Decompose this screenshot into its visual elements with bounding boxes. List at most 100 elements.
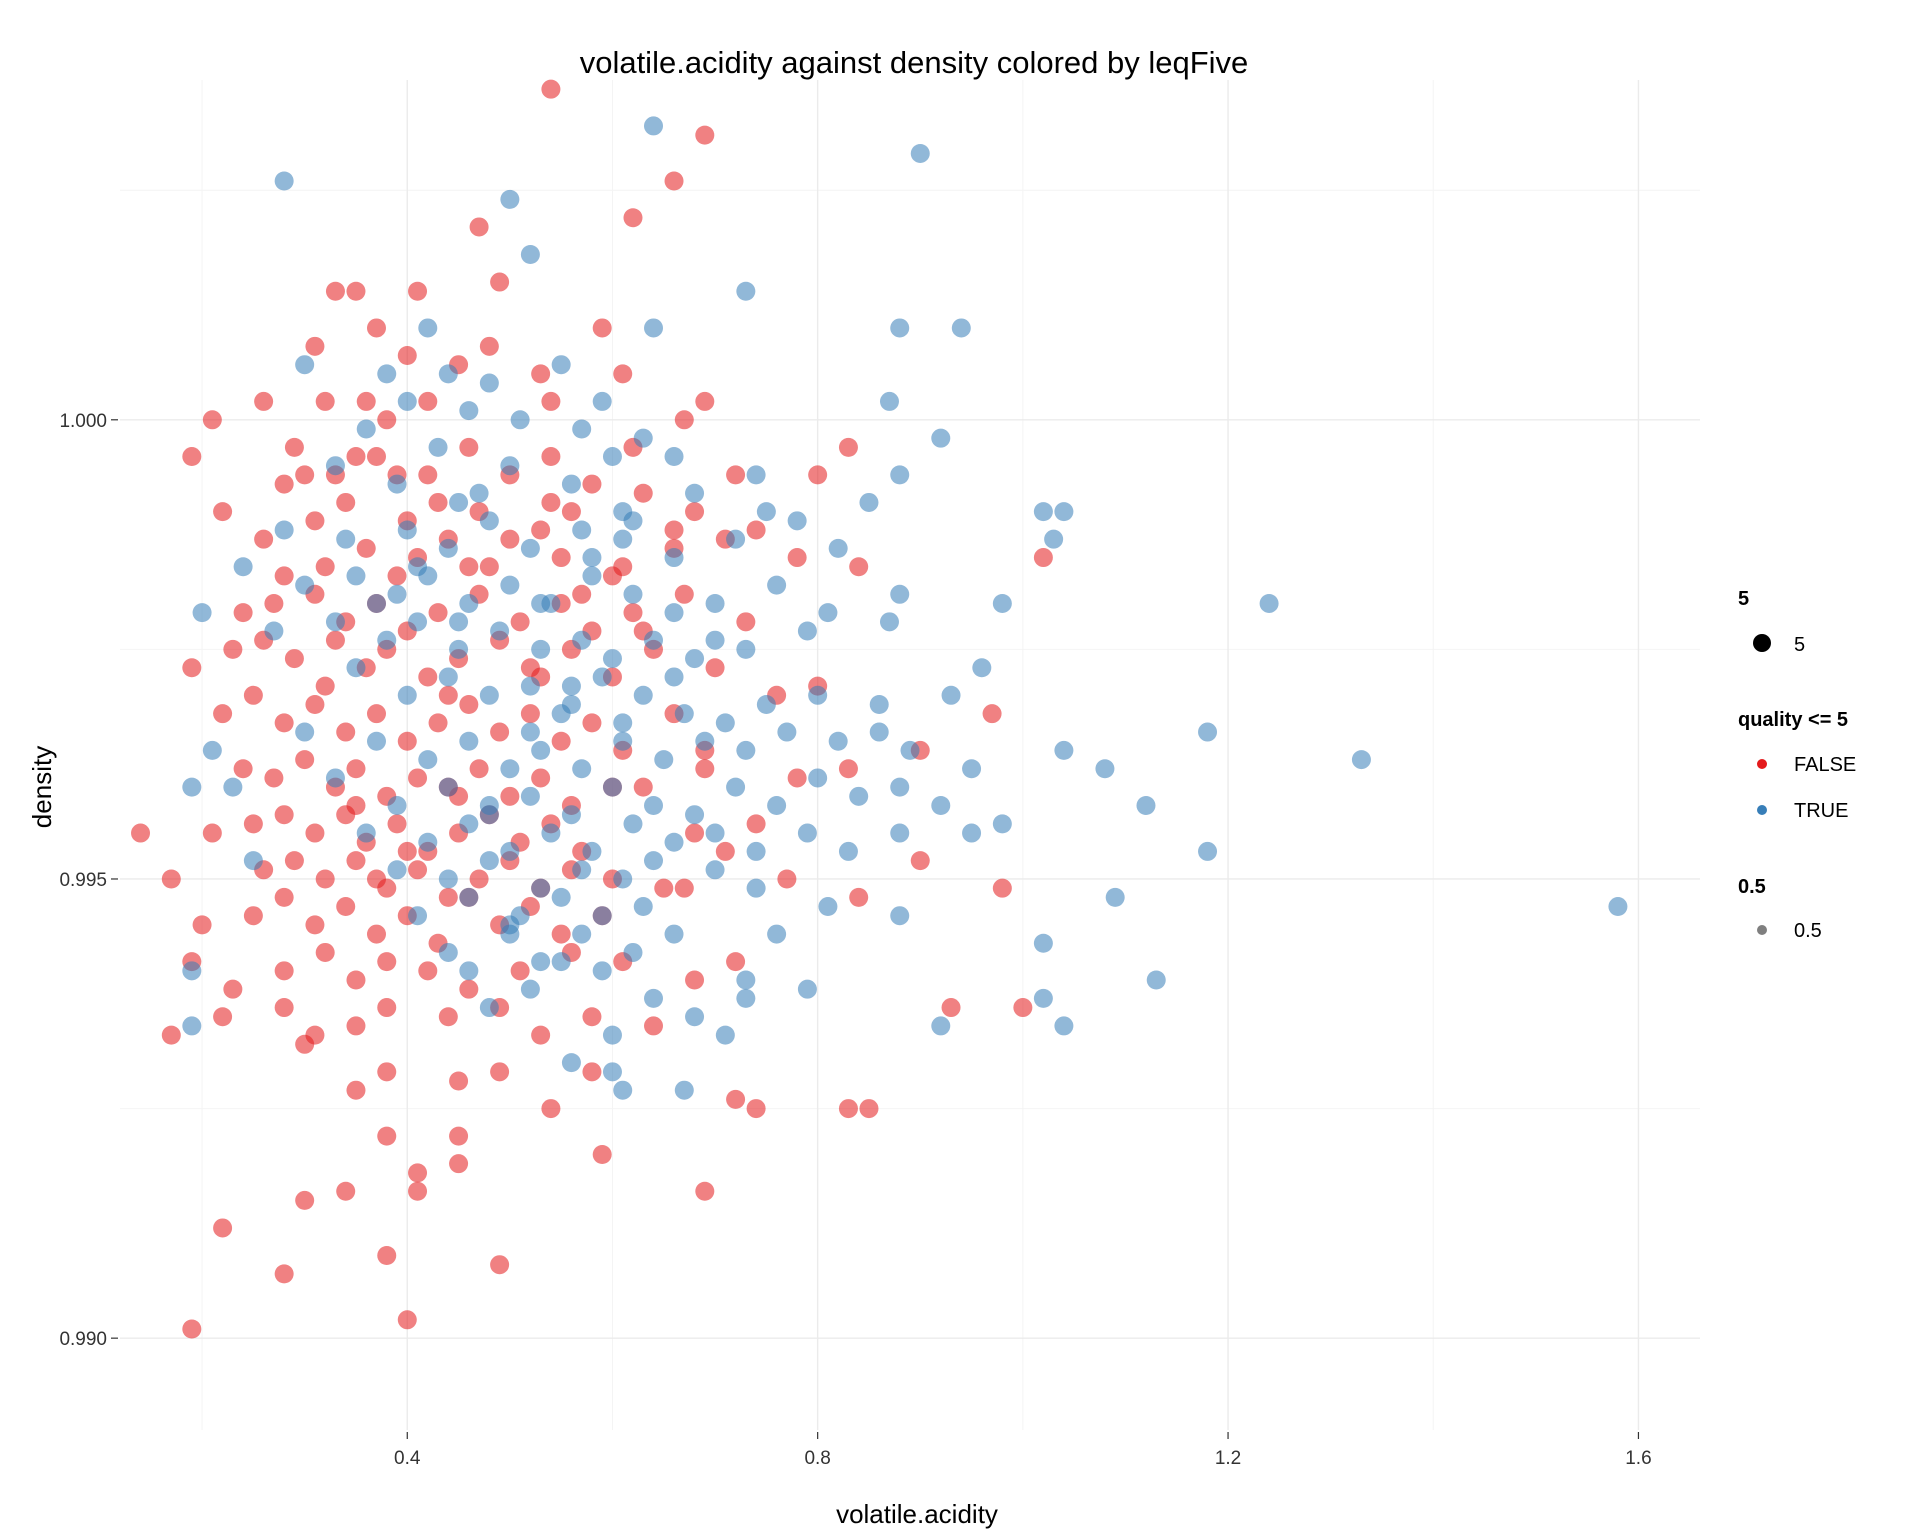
data-point [449, 1071, 469, 1091]
data-point [756, 502, 776, 522]
data-point [264, 621, 284, 641]
data-point [531, 593, 551, 613]
data-point [613, 1080, 633, 1100]
data-point [274, 998, 294, 1018]
data-point [459, 401, 479, 421]
data-point [931, 796, 951, 816]
data-point [715, 1025, 735, 1045]
data-point [808, 768, 828, 788]
data-point [838, 759, 858, 779]
data-point [623, 584, 643, 604]
legend-alpha-label: 0.5 [1794, 920, 1822, 942]
data-point [325, 768, 345, 788]
data-point [715, 841, 735, 861]
data-point [582, 841, 602, 861]
data-point [377, 952, 397, 972]
data-point [346, 970, 366, 990]
data-point [685, 1007, 705, 1027]
data-point [541, 391, 561, 411]
data-point [202, 410, 222, 430]
data-point [366, 318, 386, 338]
data-point [644, 851, 664, 871]
data-point [490, 272, 510, 292]
data-point [366, 869, 386, 889]
data-point [500, 456, 520, 476]
data-point [633, 897, 653, 917]
data-point [366, 593, 386, 613]
data-point [397, 520, 417, 540]
data-point [551, 704, 571, 724]
data-point [726, 465, 746, 485]
data-point [756, 694, 776, 714]
data-point [644, 1016, 664, 1036]
data-point [520, 722, 540, 742]
data-point [941, 998, 961, 1018]
data-point [1198, 841, 1218, 861]
data-point [274, 713, 294, 733]
data-point [161, 869, 181, 889]
data-point [377, 630, 397, 650]
data-point [520, 704, 540, 724]
legend-true-label: TRUE [1794, 800, 1848, 822]
data-point [551, 952, 571, 972]
data-point [674, 1080, 694, 1100]
data-point [469, 759, 489, 779]
data-point [531, 520, 551, 540]
data-point [479, 851, 499, 871]
data-point [315, 676, 335, 696]
data-point [346, 447, 366, 467]
data-point [295, 750, 315, 770]
data-point [274, 520, 294, 540]
data-point [397, 346, 417, 366]
data-point [787, 548, 807, 568]
data-point [295, 1190, 315, 1210]
data-point [377, 410, 397, 430]
legend-color-title: quality <= 5 [1738, 709, 1848, 731]
data-point [879, 391, 899, 411]
data-point [346, 281, 366, 301]
data-point [992, 814, 1012, 834]
data-point [705, 860, 725, 880]
data-point [346, 1016, 366, 1036]
data-point [633, 483, 653, 503]
data-point [397, 731, 417, 751]
y-tick-label: 0.990 [59, 1329, 107, 1350]
y-axis-title: density [27, 746, 57, 828]
data-point [438, 538, 458, 558]
data-point [818, 603, 838, 623]
data-point [992, 878, 1012, 898]
data-point [459, 887, 479, 907]
data-point [1033, 502, 1053, 522]
data-point [213, 1218, 233, 1238]
data-point [449, 639, 469, 659]
data-point [315, 942, 335, 962]
data-point [397, 1310, 417, 1330]
data-point [377, 364, 397, 384]
data-point [418, 750, 438, 770]
data-point [479, 796, 499, 816]
data-point [797, 979, 817, 999]
data-point [531, 952, 551, 972]
data-point [767, 796, 787, 816]
data-point [438, 777, 458, 797]
data-point [449, 1154, 469, 1174]
data-point [602, 777, 622, 797]
data-point [797, 621, 817, 641]
data-point [890, 465, 910, 485]
data-point [531, 878, 551, 898]
data-point [541, 79, 561, 99]
x-tick-label: 1.6 [1625, 1448, 1651, 1469]
data-point [572, 924, 592, 944]
data-point [613, 557, 633, 577]
data-point [726, 529, 746, 549]
data-point [572, 584, 592, 604]
data-point [664, 924, 684, 944]
data-point [377, 1126, 397, 1146]
data-point [254, 391, 274, 411]
data-point [582, 1062, 602, 1082]
data-point [469, 217, 489, 237]
data-point [254, 529, 274, 549]
data-point [572, 759, 592, 779]
data-point [490, 621, 510, 641]
data-point [233, 759, 253, 779]
